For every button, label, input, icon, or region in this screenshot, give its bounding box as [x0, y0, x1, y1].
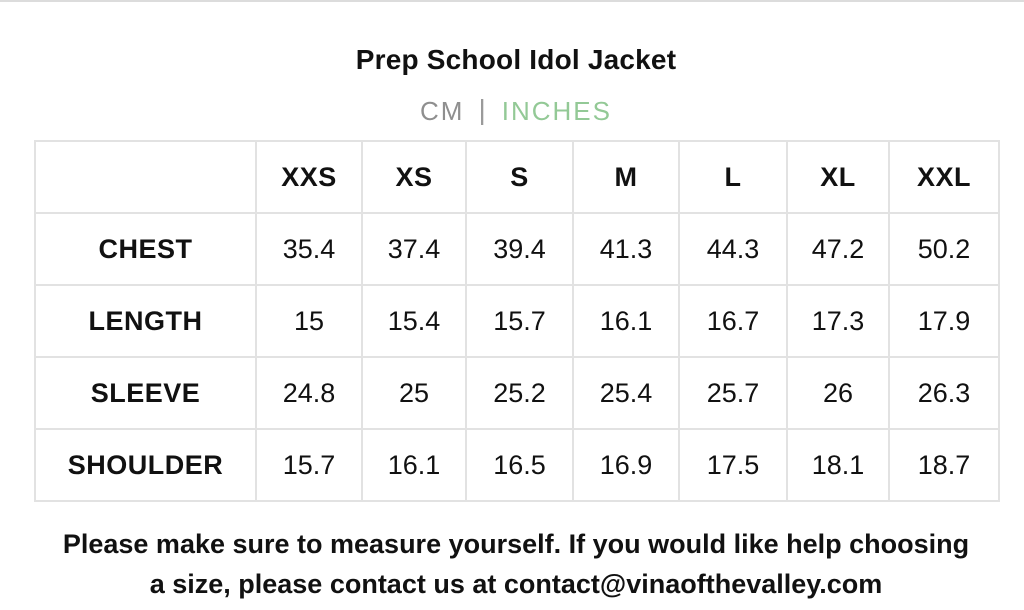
- measurement-cell: 41.3: [572, 212, 680, 286]
- measurement-cell: 16.1: [361, 428, 467, 502]
- measurement-cell: 16.1: [572, 284, 680, 358]
- measurement-cell: 35.4: [255, 212, 363, 286]
- measurement-cell: 16.5: [465, 428, 574, 502]
- unit-cm-option[interactable]: CM: [420, 96, 465, 126]
- measurement-note: Please make sure to measure yourself. If…: [0, 524, 1024, 604]
- measurement-cell: 25.4: [572, 356, 680, 430]
- measurement-cell: 25: [361, 356, 467, 430]
- unit-separator: |: [478, 94, 488, 125]
- size-header: XXL: [888, 140, 1000, 214]
- unit-inches-option[interactable]: INCHES: [501, 96, 612, 126]
- top-divider: [0, 0, 1024, 2]
- measurement-cell: 24.8: [255, 356, 363, 430]
- row-label: LENGTH: [34, 284, 257, 358]
- measurement-cell: 25.2: [465, 356, 574, 430]
- measurement-cell: 16.9: [572, 428, 680, 502]
- measurement-cell: 18.1: [786, 428, 890, 502]
- size-chart-table: XXS XS S M L XL XXL CHEST 35.4 37.4 39.4…: [34, 140, 1000, 502]
- measurement-cell: 44.3: [678, 212, 788, 286]
- table-row: CHEST 35.4 37.4 39.4 41.3 44.3 47.2 50.2: [34, 212, 1000, 286]
- row-label: SHOULDER: [34, 428, 257, 502]
- measurement-cell: 18.7: [888, 428, 1000, 502]
- product-title: Prep School Idol Jacket: [355, 44, 677, 75]
- size-header: XL: [786, 140, 890, 214]
- measurement-cell: 15.4: [361, 284, 467, 358]
- measurement-cell: 25.7: [678, 356, 788, 430]
- measurement-cell: 17.5: [678, 428, 788, 502]
- corner-cell: [34, 140, 257, 214]
- unit-toggle: CM | INCHES: [0, 94, 1024, 127]
- measurement-cell: 15.7: [255, 428, 363, 502]
- measurement-cell: 26: [786, 356, 890, 430]
- size-header: XXS: [255, 140, 363, 214]
- size-header-row: XXS XS S M L XL XXL: [34, 140, 1000, 214]
- note-line-2: a size, please contact us at contact@vin…: [149, 569, 883, 599]
- table-row: LENGTH 15 15.4 15.7 16.1 16.7 17.3 17.9: [34, 284, 1000, 358]
- measurement-cell: 15.7: [465, 284, 574, 358]
- size-header: XS: [361, 140, 467, 214]
- table-row: SHOULDER 15.7 16.1 16.5 16.9 17.5 18.1 1…: [34, 428, 1000, 502]
- measurement-cell: 15: [255, 284, 363, 358]
- measurement-cell: 16.7: [678, 284, 788, 358]
- measurement-cell: 26.3: [888, 356, 1000, 430]
- size-header: S: [465, 140, 574, 214]
- note-line-1: Please make sure to measure yourself. If…: [62, 529, 970, 559]
- size-header: L: [678, 140, 788, 214]
- size-header: M: [572, 140, 680, 214]
- row-label: SLEEVE: [34, 356, 257, 430]
- measurement-cell: 17.9: [888, 284, 1000, 358]
- row-label: CHEST: [34, 212, 257, 286]
- measurement-cell: 39.4: [465, 212, 574, 286]
- measurement-cell: 17.3: [786, 284, 890, 358]
- measurement-cell: 50.2: [888, 212, 1000, 286]
- measurement-cell: 47.2: [786, 212, 890, 286]
- measurement-cell: 37.4: [361, 212, 467, 286]
- table-row: SLEEVE 24.8 25 25.2 25.4 25.7 26 26.3: [34, 356, 1000, 430]
